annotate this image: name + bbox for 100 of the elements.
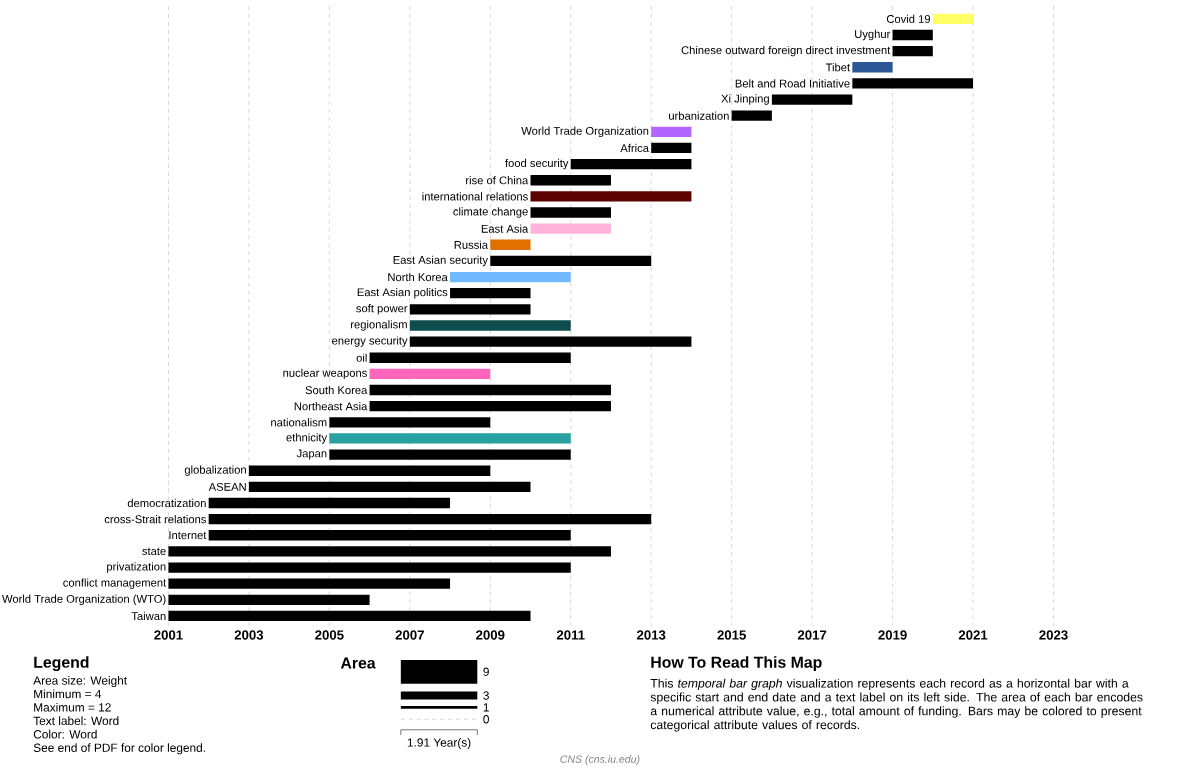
bar: [450, 271, 571, 283]
y-tick-label: Russia: [454, 240, 489, 249]
y-tick-label: oil: [356, 353, 367, 362]
y-tick-label: nationalism: [271, 418, 327, 427]
x-tick-label: 2015: [717, 630, 746, 640]
y-tick-label: state: [142, 547, 166, 555]
bar: [168, 610, 531, 622]
y-tick-label: democratization: [127, 498, 206, 507]
text: 0: [483, 714, 489, 724]
y-tick-label: Japan: [296, 449, 327, 460]
x-tick-label: 2003: [234, 630, 264, 640]
bar: [369, 352, 571, 363]
bar: [651, 142, 692, 154]
bar: [208, 513, 652, 525]
x-tick-label: 2011: [556, 630, 585, 640]
bar: [852, 78, 974, 89]
y-tick-label: privatization: [107, 562, 166, 573]
bar: [248, 481, 531, 492]
bar: [329, 417, 491, 428]
bar: [570, 158, 692, 170]
y-tick-label: Internet: [169, 531, 207, 540]
bar: [892, 29, 933, 41]
bar: [168, 546, 611, 557]
x-tick-label: 2013: [636, 630, 666, 640]
bar: [208, 529, 571, 541]
bar: [932, 13, 974, 24]
text: Area: [340, 657, 376, 669]
text: Maximum = 12: [34, 702, 111, 712]
y-tick-label: East Asian security: [393, 255, 488, 267]
y-tick-label: World Trade Organization: [521, 126, 649, 137]
y-tick-label: international relations: [422, 192, 528, 201]
bar: [409, 304, 531, 315]
y-tick-label: Xi Jinping: [721, 94, 769, 105]
x-tick-label: 2009: [476, 630, 505, 640]
y-tick-label: Chinese outward foreign direct investment: [681, 45, 891, 57]
x-tick-label: 2001: [154, 630, 183, 640]
bar: [530, 191, 692, 202]
text: 9: [483, 667, 489, 676]
bar: [490, 255, 652, 266]
text: CNS (cns.iu.edu): [560, 754, 640, 765]
y-tick-label: climate change: [453, 207, 528, 218]
y-tick-label: conflict management: [63, 578, 167, 589]
bar: [771, 94, 853, 105]
x-tick-label: 2005: [315, 630, 344, 640]
bar: [369, 400, 611, 412]
bar: [329, 433, 571, 444]
y-tick-label: globalization: [184, 465, 246, 476]
bar: [530, 223, 611, 234]
y-tick-label: South Korea: [305, 385, 368, 395]
y-tick-label: ethnicity: [286, 433, 328, 444]
y-tick-label: Africa: [620, 143, 649, 152]
y-tick-label: food security: [505, 158, 569, 170]
bar: [329, 449, 571, 460]
y-tick-label: cross-Strait relations: [104, 514, 206, 524]
text: Minimum = 4: [34, 689, 102, 699]
bar: [450, 287, 531, 299]
x-tick-label: 2019: [878, 630, 907, 640]
text: Text label: Word: [33, 716, 119, 725]
bar: [168, 578, 451, 589]
x-tick-label: 2023: [1039, 630, 1068, 640]
y-tick-label: North Korea: [388, 272, 448, 282]
bar: [168, 594, 370, 605]
text: This temporal bar graph visualization represents each record as a horizontal bar with a specific start and end date and a text label on its left side. The area of each bar encodes a numerical attribute value, e.g., total amount of funding. Bars may be colored to present categorical attribute values of records.: [650, 678, 1143, 732]
bar: [369, 384, 611, 396]
bar: [852, 61, 893, 73]
bar: [892, 45, 933, 57]
bar: [168, 562, 571, 573]
bar: [490, 239, 531, 250]
bar: [409, 336, 692, 347]
x-tick-label: 2021: [958, 630, 988, 640]
text: Legend: [34, 656, 89, 671]
y-tick-label: Northeast Asia: [294, 401, 368, 411]
y-tick-label: ASEAN: [208, 482, 246, 491]
text: 1.91 Year(s): [407, 737, 471, 749]
bar: [369, 368, 491, 379]
bar: [530, 207, 611, 218]
y-tick-label: rise of China: [466, 176, 529, 185]
y-tick-label: World Trade Organization (WTO): [2, 594, 166, 605]
y-tick-label: East Asian politics: [357, 287, 448, 299]
bar: [651, 126, 692, 137]
y-tick-label: soft power: [356, 304, 408, 315]
x-tick-label: 2017: [797, 630, 827, 640]
y-tick-label: Covid 19: [886, 14, 931, 23]
text: Area size: Weight: [33, 675, 128, 687]
y-tick-label: Taiwan: [131, 611, 166, 620]
y-tick-label: regionalism: [351, 320, 407, 331]
y-tick-label: Uyghur: [855, 29, 891, 41]
y-tick-label: nuclear weapons: [283, 368, 367, 379]
y-tick-label: energy security: [332, 336, 408, 347]
x-tick-label: 2007: [395, 630, 424, 640]
y-tick-label: Belt and Road Initiative: [735, 79, 850, 88]
bar: [409, 320, 571, 331]
text: See end of PDF for color legend.: [33, 743, 205, 755]
text: 1: [483, 703, 489, 712]
y-tick-label: urbanization: [669, 111, 729, 120]
bar: [530, 174, 611, 186]
y-tick-label: Tibet: [825, 63, 851, 72]
text: Color: Word: [33, 729, 97, 739]
text: 3: [483, 691, 489, 700]
text: How To Read This Map: [651, 656, 822, 671]
